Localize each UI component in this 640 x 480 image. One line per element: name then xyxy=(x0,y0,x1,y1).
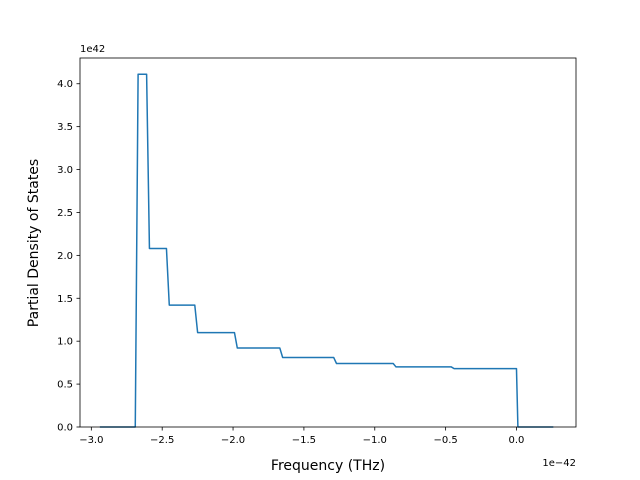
y-tick-label: 0.0 xyxy=(57,423,73,434)
y-axis-ticks: 0.0 0.5 1.0 1.5 2.0 2.5 3.0 3.5 4.0 xyxy=(57,79,80,434)
x-axis-label: Frequency (THz) xyxy=(271,458,385,474)
y-tick-label: 1.0 xyxy=(57,337,73,348)
x-tick-label: −1.5 xyxy=(292,435,316,446)
y-tick-label: 1.5 xyxy=(57,294,73,305)
x-tick-label: −2.5 xyxy=(150,435,174,446)
plot-area-frame xyxy=(79,57,577,428)
y-axis-offset-label: 1e42 xyxy=(80,44,105,55)
pdos-series-line xyxy=(99,73,554,428)
x-axis-ticks: −3.0 −2.5 −2.0 −1.5 −1.0 −0.5 0.0 xyxy=(79,427,524,446)
y-tick-label: 3.5 xyxy=(57,122,73,133)
x-tick-label: −2.0 xyxy=(221,435,245,446)
x-tick-label: −0.5 xyxy=(433,435,457,446)
y-tick-label: 0.5 xyxy=(57,380,73,391)
y-tick-label: 2.5 xyxy=(57,208,73,219)
y-tick-label: 2.0 xyxy=(57,251,73,262)
x-tick-label: −1.0 xyxy=(363,435,387,446)
x-axis-offset-label: 1e−42 xyxy=(542,458,576,469)
y-axis-label: Partial Density of States xyxy=(26,159,42,327)
x-tick-label: 0.0 xyxy=(509,435,525,446)
y-tick-label: 3.0 xyxy=(57,165,73,176)
x-tick-label: −3.0 xyxy=(79,435,103,446)
y-tick-label: 4.0 xyxy=(57,79,73,90)
